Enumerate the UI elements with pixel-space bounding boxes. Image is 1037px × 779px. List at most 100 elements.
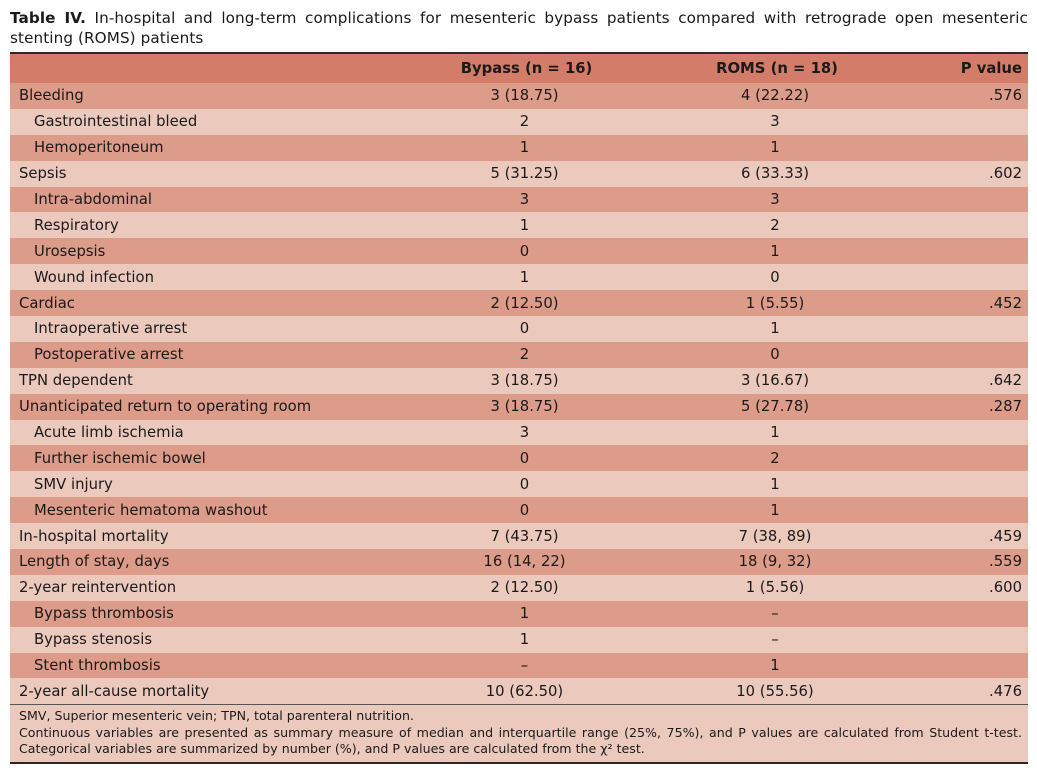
row-label: Postoperative arrest: [34, 346, 184, 364]
table-row: Respiratory 1 2: [10, 212, 1028, 239]
row-label: Bypass thrombosis: [34, 605, 174, 623]
table-row: Further ischemic bowel 0 2: [10, 445, 1028, 472]
cell-roms: 1: [770, 320, 780, 338]
row-label: Acute limb ischemia: [34, 424, 184, 442]
cell-bypass: 2: [519, 346, 530, 364]
row-label: 2-year all-cause mortality: [19, 682, 210, 700]
table-row: Bypass stenosis 1 –: [10, 626, 1028, 653]
cell-roms: –: [771, 605, 779, 623]
footnote-abbreviations: SMV, Superior mesenteric vein; TPN, tota…: [19, 708, 414, 724]
table-row: Gastrointestinal bleed 2 3: [10, 108, 1028, 135]
row-label: Wound infection: [34, 268, 154, 286]
cell-roms: 3: [770, 191, 780, 208]
cell-p-value: .602: [989, 165, 1022, 183]
cell-bypass: 0: [519, 475, 530, 493]
table-row: Postoperative arrest 2 0: [10, 341, 1028, 368]
table-row: 2-year all-cause mortality 10 (62.50) 10 (…: [10, 678, 1028, 705]
cell-roms: 18 (9, 32): [738, 553, 812, 571]
cell-p-value: .459: [989, 527, 1022, 545]
table-row: Wound infection 1 0: [10, 264, 1028, 291]
table-label: Table IV.: [10, 9, 87, 27]
cell-bypass: 7 (43.75): [490, 527, 559, 545]
cell-roms: 1: [770, 139, 780, 157]
cell-bypass: 3: [519, 424, 530, 442]
row-label: Bleeding: [19, 87, 84, 105]
cell-bypass: 0: [519, 320, 530, 338]
cell-roms: 3 (16.67): [740, 372, 810, 390]
row-label: TPN dependent: [19, 372, 133, 390]
footnote-methods: Continuous variables are presented as su…: [19, 724, 1022, 757]
cell-roms: 1 (5.56): [745, 579, 805, 597]
table-body: Bleeding 3 (18.75) 4 (22.22) .576 Gastrointe…: [10, 83, 1028, 705]
table-row: Stent thrombosis – 1: [10, 652, 1028, 679]
row-label: Mesenteric hematoma washout: [34, 501, 268, 519]
cell-bypass: 5 (31.25): [490, 165, 559, 183]
cell-p-value: .287: [989, 398, 1022, 416]
row-label: 2-year reintervention: [19, 579, 177, 597]
cell-bypass: –: [520, 657, 529, 675]
cell-roms: –: [771, 631, 779, 649]
cell-bypass: 3: [519, 191, 530, 208]
table-row: Unanticipated return to operating room 3 …: [10, 393, 1028, 420]
table-row: TPN dependent 3 (18.75) 3 (16.67) .642: [10, 367, 1028, 394]
cell-p-value: .576: [989, 87, 1022, 105]
caption-text: In-hospital and long-term complications …: [10, 9, 1028, 47]
row-label: Length of stay, days: [19, 553, 170, 571]
cell-roms: 1 (5.55): [745, 294, 805, 312]
cell-roms: 1: [770, 242, 780, 260]
cell-roms: 0: [770, 346, 780, 364]
row-label: Respiratory: [34, 216, 119, 234]
cell-roms: 5 (27.78): [740, 398, 810, 416]
header-bypass: Bypass (n = 16): [460, 60, 593, 77]
row-label: Urosepsis: [34, 242, 106, 260]
cell-bypass: 3 (18.75): [490, 372, 559, 390]
table-footnotes: SMV, Superior mesenteric vein; TPN, tota…: [10, 704, 1028, 764]
cell-bypass: 10 (62.50): [485, 682, 564, 700]
row-label: SMV injury: [34, 475, 113, 493]
cell-roms: 6 (33.33): [740, 165, 810, 183]
cell-p-value: .452: [989, 294, 1022, 312]
cell-roms: 2: [770, 216, 780, 234]
cell-bypass: 1: [519, 216, 530, 234]
cell-bypass: 1: [519, 268, 530, 286]
row-label: Stent thrombosis: [34, 657, 161, 675]
cell-bypass: 0: [519, 501, 530, 519]
cell-bypass: 2 (12.50): [490, 294, 559, 312]
row-label: Cardiac: [19, 294, 75, 312]
table-row: Mesenteric hematoma washout 0 1: [10, 497, 1028, 524]
row-label: Intraoperative arrest: [34, 320, 188, 338]
table-row: SMV injury 0 1: [10, 471, 1028, 498]
table-row: Urosepsis 0 1: [10, 238, 1028, 265]
row-label: Sepsis: [19, 165, 67, 183]
cell-bypass: 1: [519, 631, 530, 649]
table-row: Bleeding 3 (18.75) 4 (22.22) .576: [10, 83, 1028, 109]
cell-roms: 4 (22.22): [740, 87, 810, 105]
table-row: 2-year reintervention 2 (12.50) 1 (5.56) .6…: [10, 574, 1028, 601]
cell-bypass: 0: [519, 449, 530, 467]
cell-bypass: 16 (14, 22): [483, 553, 566, 571]
cell-p-value: .600: [989, 579, 1022, 597]
table-row: Hemoperitoneum 1 1: [10, 134, 1028, 161]
cell-roms: 1: [770, 657, 780, 675]
cell-roms: 0: [770, 268, 780, 286]
cell-roms: 1: [770, 501, 780, 519]
table-row: Length of stay, days 16 (14, 22) 18 (9, 32…: [10, 549, 1028, 575]
cell-bypass: 3 (18.75): [490, 87, 559, 105]
cell-bypass: 3 (18.75): [490, 398, 559, 416]
table-row: Intraoperative arrest 0 1: [10, 316, 1028, 342]
cell-bypass: 0: [519, 242, 530, 260]
cell-roms: 1: [770, 475, 780, 493]
complications-table: Bypass (n = 16) ROMS (n = 18) P value Bl…: [10, 52, 1028, 764]
table-row: Bypass thrombosis 1 –: [10, 600, 1028, 627]
cell-bypass: 2 (12.50): [490, 579, 559, 597]
table-header-row: Bypass (n = 16) ROMS (n = 18) P value: [10, 54, 1028, 83]
cell-p-value: .559: [989, 553, 1022, 571]
table-row: Cardiac 2 (12.50) 1 (5.55) .452: [10, 290, 1028, 317]
cell-bypass: 1: [519, 605, 530, 623]
cell-roms: 10 (55.56): [736, 682, 814, 700]
table-figure: Table IV. In-hospital and long-term comp…: [10, 0, 1028, 764]
row-label: Further ischemic bowel: [34, 449, 206, 467]
table-row: Acute limb ischemia 3 1: [10, 419, 1028, 446]
header-p-value: P value: [960, 60, 1022, 77]
cell-roms: 3: [770, 113, 780, 131]
